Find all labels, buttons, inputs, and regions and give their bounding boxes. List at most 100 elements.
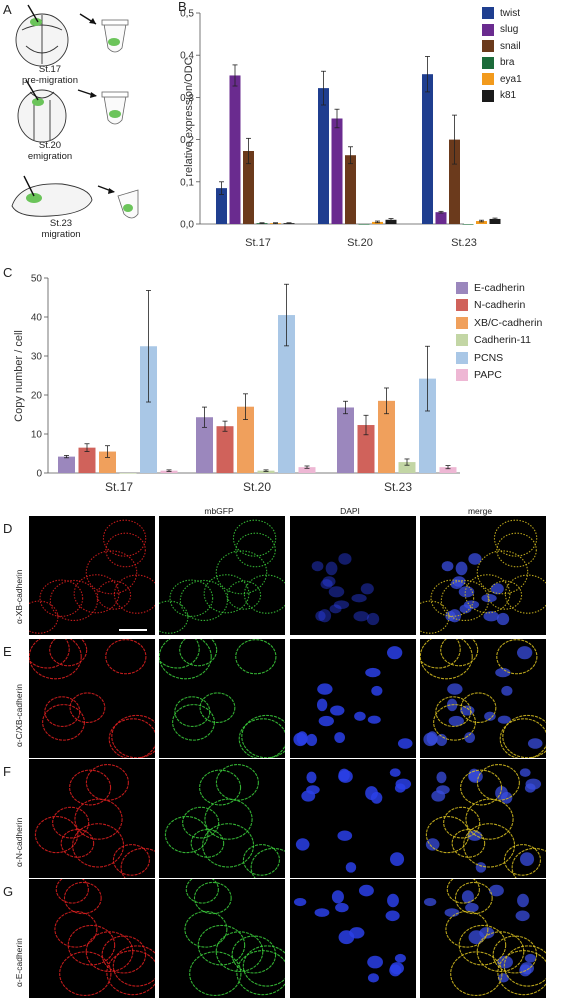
col-header-dapi: DAPI [340, 506, 360, 516]
bar-twist-st20 [318, 88, 329, 224]
y-tick-label: 20 [31, 391, 43, 402]
legend-swatch [482, 56, 494, 69]
micrograph-e-stain [29, 639, 155, 758]
micrograph-f-dapi [290, 759, 416, 878]
bar-slug-st20 [331, 118, 343, 224]
bar-e-cadherin-st23 [337, 407, 354, 473]
y-axis-label: Copy number / cell [13, 330, 25, 422]
row-label-f: α-N-cadherin [14, 817, 24, 867]
micrograph-e-dapi [290, 639, 416, 758]
micrograph-g-dapi [290, 879, 416, 998]
micrograph-g-merge [420, 879, 546, 998]
x-tick-label: St.17 [105, 480, 133, 494]
legend-swatch [456, 334, 468, 347]
bar-k81-st23 [489, 218, 501, 224]
micrograph-d-stain [29, 516, 155, 635]
bar-xb-c-cadherin-st17 [99, 451, 116, 473]
y-tick-label: 50 [31, 274, 43, 285]
micrograph-f-stain [29, 759, 155, 878]
micrograph-g-stain [29, 879, 155, 998]
legend-swatch [482, 40, 494, 53]
bar-k81-st20 [385, 219, 397, 224]
legend-swatch [456, 316, 468, 329]
scale-bar [119, 629, 147, 631]
legend-swatch [456, 369, 468, 382]
legend-label: snail [500, 40, 521, 52]
embryo-st20-icon [17, 79, 67, 143]
x-tick-label: St.23 [384, 480, 412, 494]
legend-swatch [482, 89, 494, 102]
legend-swatch [456, 351, 468, 364]
bar-pcns-st23 [419, 378, 436, 473]
legend-swatch [456, 299, 468, 312]
bar-cadherin-11-st23 [398, 462, 416, 473]
panel-letter-f: F [3, 764, 11, 779]
y-tick-label: 30 [31, 352, 43, 363]
bar-snail-st23 [449, 139, 460, 224]
stage-label-st17: St.17 pre-migration [22, 64, 78, 86]
bar-e-cadherin-st17 [58, 456, 75, 473]
legend-item-e-cadherin: E-cadherin [456, 279, 542, 297]
bar-snail-st20 [345, 155, 356, 224]
x-tick-label: St.17 [245, 237, 271, 249]
y-tick-label: 0 [36, 469, 42, 480]
bar-n-cadherin-st20 [216, 426, 234, 473]
panel-letter-c: C [3, 265, 13, 280]
bar-cadherin-11-st17 [119, 473, 137, 474]
legend-item-eya1: eya1 [482, 71, 522, 88]
legend-item-pcns: PCNS [456, 349, 542, 367]
bar-pcns-st17 [140, 346, 157, 473]
x-tick-label: St.23 [451, 237, 477, 249]
legend-label: PAPC [474, 369, 502, 382]
tube-st23-icon [117, 189, 139, 219]
stage-label-st23: St.23 migration [41, 218, 81, 240]
bar-pcns-st20 [278, 315, 295, 473]
legend-item-twist: twist [482, 5, 522, 22]
legend-label: N-cadherin [474, 299, 526, 312]
bar-papc-st23 [439, 467, 457, 473]
bar-xb-c-cadherin-st23 [378, 400, 395, 473]
bar-twist-st23 [422, 74, 433, 224]
legend-label: bra [500, 57, 515, 69]
legend-item-bra: bra [482, 55, 522, 72]
y-axis-label: relative expression/ODC [183, 57, 195, 176]
embryo-schematic [11, 4, 139, 219]
legend-item-slug: slug [482, 22, 522, 39]
x-tick-label: St.20 [243, 480, 271, 494]
legend-label: XB/C-cadherin [474, 316, 543, 329]
legend-item-xb-c-cadherin: XB/C-cadherin [456, 314, 542, 332]
legend-item-n-cadherin: N-cadherin [456, 297, 542, 315]
legend-label: twist [500, 7, 520, 19]
micrograph-d-mbgfp [159, 516, 285, 635]
bar-n-cadherin-st17 [78, 447, 96, 473]
col-header-mbgfp: mbGFP [204, 506, 234, 516]
y-tick-label: 0,1 [180, 177, 194, 188]
micrograph-e-mbgfp [159, 639, 285, 758]
panel-letter-a: A [3, 2, 12, 17]
legend-c: E-cadherin N-cadherin XB/C-cadherin Cadheri… [456, 279, 542, 384]
legend-label: E-cadherin [474, 281, 525, 294]
embryo-st23-icon [11, 175, 93, 217]
bar-n-cadherin-st23 [357, 425, 375, 473]
micrograph-d-merge [420, 516, 546, 635]
legend-label: k81 [500, 90, 517, 102]
row-label-g: α-E-cadherin [14, 938, 24, 987]
y-tick-label: 10 [31, 430, 43, 441]
tube-st20-icon [101, 91, 129, 125]
micrograph-d-dapi [290, 516, 416, 635]
bar-bra-st20 [358, 224, 370, 225]
panel-letter-e: E [3, 644, 12, 659]
bar-xb-c-cadherin-st20 [237, 406, 254, 473]
legend-swatch [482, 73, 494, 86]
legend-swatch [482, 7, 494, 20]
micrograph-e-merge [420, 639, 546, 758]
legend-label: eya1 [500, 73, 522, 85]
tube-st17-icon [101, 19, 129, 53]
bar-e-cadherin-st20 [196, 417, 213, 473]
chart-b-expression: 0,0 0,1 0,2 0,3 0,4 0,5 relative expression/OD… [180, 9, 501, 249]
y-tick-label: 0,2 [180, 135, 194, 146]
legend-b: twist slug snail bra eya1 k81 [482, 5, 522, 104]
arrow-icon [77, 89, 97, 98]
micrograph-g-mbgfp [159, 879, 285, 998]
legend-swatch [482, 23, 494, 36]
